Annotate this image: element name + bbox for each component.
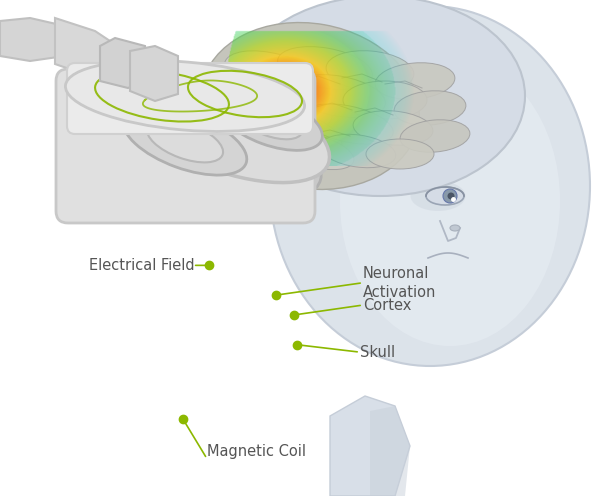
Ellipse shape <box>426 187 464 205</box>
Ellipse shape <box>234 101 306 141</box>
Text: Electrical Field: Electrical Field <box>89 258 194 273</box>
Ellipse shape <box>410 181 466 211</box>
Ellipse shape <box>224 51 326 101</box>
Ellipse shape <box>69 87 321 205</box>
Ellipse shape <box>375 62 455 99</box>
Ellipse shape <box>326 51 414 91</box>
Ellipse shape <box>282 160 298 196</box>
Polygon shape <box>55 18 110 76</box>
Ellipse shape <box>276 132 354 170</box>
Ellipse shape <box>340 56 560 346</box>
Ellipse shape <box>448 192 455 199</box>
Ellipse shape <box>218 92 322 150</box>
Text: Neuronal
Activation: Neuronal Activation <box>363 266 436 300</box>
Ellipse shape <box>230 72 295 114</box>
Ellipse shape <box>201 22 419 189</box>
Ellipse shape <box>394 91 466 125</box>
Text: Cortex: Cortex <box>363 298 412 312</box>
Ellipse shape <box>65 61 305 131</box>
Ellipse shape <box>320 134 395 168</box>
Ellipse shape <box>147 120 223 162</box>
Ellipse shape <box>353 111 433 145</box>
Ellipse shape <box>343 81 427 119</box>
Ellipse shape <box>366 139 434 169</box>
Polygon shape <box>0 18 65 61</box>
Polygon shape <box>370 406 410 496</box>
Ellipse shape <box>278 47 373 89</box>
Text: Magnetic Coil: Magnetic Coil <box>207 444 306 459</box>
Polygon shape <box>130 46 178 101</box>
Polygon shape <box>100 38 145 88</box>
Polygon shape <box>330 396 410 496</box>
Ellipse shape <box>290 74 385 118</box>
Ellipse shape <box>244 79 332 128</box>
FancyBboxPatch shape <box>56 69 315 223</box>
Ellipse shape <box>121 69 329 183</box>
Ellipse shape <box>250 66 430 186</box>
Ellipse shape <box>123 107 247 175</box>
Ellipse shape <box>450 225 460 231</box>
Text: Skull: Skull <box>360 345 395 360</box>
Ellipse shape <box>443 189 457 203</box>
Ellipse shape <box>274 152 302 204</box>
Ellipse shape <box>258 108 342 154</box>
Ellipse shape <box>270 6 590 366</box>
Ellipse shape <box>238 103 302 139</box>
Ellipse shape <box>400 120 470 152</box>
Ellipse shape <box>235 0 525 196</box>
FancyBboxPatch shape <box>67 63 313 134</box>
Ellipse shape <box>303 104 393 144</box>
